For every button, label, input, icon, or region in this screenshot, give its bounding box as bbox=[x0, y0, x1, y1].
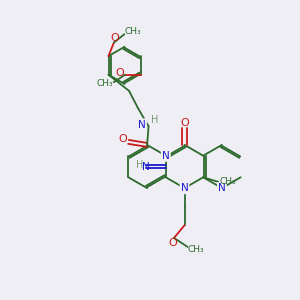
Text: N: N bbox=[142, 161, 150, 172]
Text: O: O bbox=[118, 134, 127, 145]
Text: N: N bbox=[138, 119, 146, 130]
Text: H: H bbox=[136, 160, 143, 170]
Text: CH₃: CH₃ bbox=[188, 245, 204, 254]
Text: O: O bbox=[115, 68, 124, 78]
Text: H: H bbox=[151, 115, 158, 125]
Text: N: N bbox=[162, 151, 170, 161]
Text: CH₃: CH₃ bbox=[124, 27, 141, 36]
Text: CH₃: CH₃ bbox=[220, 177, 236, 186]
Text: O: O bbox=[180, 118, 189, 128]
Text: O: O bbox=[168, 238, 177, 248]
Text: CH₃: CH₃ bbox=[97, 79, 114, 88]
Text: O: O bbox=[111, 32, 119, 43]
Text: N: N bbox=[181, 183, 188, 193]
Text: N: N bbox=[218, 183, 226, 193]
